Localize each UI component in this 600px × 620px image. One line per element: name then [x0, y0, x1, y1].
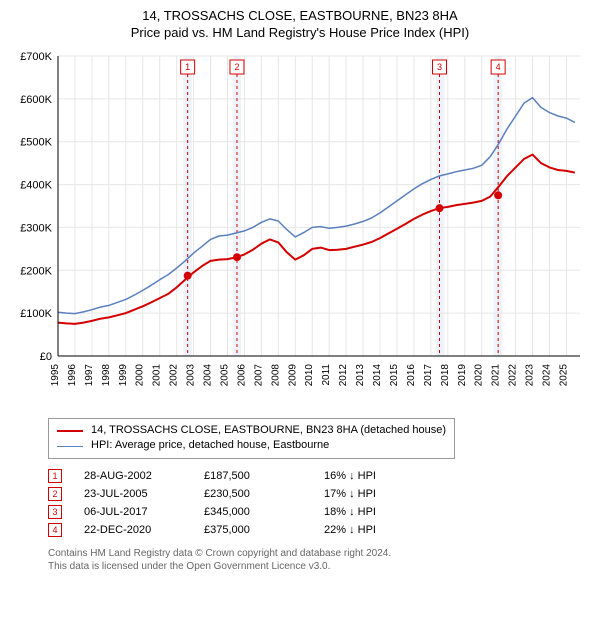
price-chart: £0 £100K £200K £300K £400K £500K £600K £700K 199… [10, 46, 590, 406]
sale-row-4: 4 22-DEC-2020 £375,000 22% ↓ HPI [48, 523, 590, 537]
svg-text:2016: 2016 [406, 364, 417, 387]
footnote-line1: Contains HM Land Registry data © Crown c… [48, 547, 590, 560]
svg-text:2022: 2022 [508, 364, 519, 387]
svg-text:2010: 2010 [304, 364, 315, 387]
svg-text:2025: 2025 [558, 364, 569, 387]
sale-price-3: £345,000 [204, 506, 324, 518]
svg-text:£400K: £400K [20, 180, 52, 192]
svg-text:2003: 2003 [186, 364, 197, 387]
svg-text:£0: £0 [40, 351, 52, 363]
legend-item-hpi: HPI: Average price, detached house, East… [57, 438, 446, 453]
sale-delta-2: 17% ↓ HPI [324, 488, 444, 500]
svg-text:£700K: £700K [20, 51, 52, 63]
svg-text:2019: 2019 [457, 364, 468, 387]
sale-delta-3: 18% ↓ HPI [324, 506, 444, 518]
legend-label-hpi: HPI: Average price, detached house, East… [91, 438, 329, 453]
svg-text:2013: 2013 [355, 364, 366, 387]
legend-item-property: 14, TROSSACHS CLOSE, EASTBOURNE, BN23 8H… [57, 423, 446, 438]
svg-text:2006: 2006 [236, 364, 247, 387]
svg-text:2020: 2020 [474, 364, 485, 387]
svg-text:2004: 2004 [203, 364, 214, 387]
sale-marker-4: 4 [48, 523, 62, 537]
svg-text:2018: 2018 [440, 364, 451, 387]
svg-text:3: 3 [437, 62, 442, 72]
sale-date-4: 22-DEC-2020 [84, 524, 204, 536]
sale-price-4: £375,000 [204, 524, 324, 536]
sale-price-2: £230,500 [204, 488, 324, 500]
svg-text:£100K: £100K [20, 308, 52, 320]
svg-text:£600K: £600K [20, 94, 52, 106]
svg-text:2005: 2005 [219, 364, 230, 387]
svg-text:2023: 2023 [525, 364, 536, 387]
sales-table: 1 28-AUG-2002 £187,500 16% ↓ HPI 2 23-JU… [48, 469, 590, 537]
legend-swatch-property [57, 430, 83, 432]
sale-row-1: 1 28-AUG-2002 £187,500 16% ↓ HPI [48, 469, 590, 483]
legend: 14, TROSSACHS CLOSE, EASTBOURNE, BN23 8H… [48, 418, 455, 459]
svg-text:2017: 2017 [423, 364, 434, 387]
sale-date-3: 06-JUL-2017 [84, 506, 204, 518]
sale-date-1: 28-AUG-2002 [84, 470, 204, 482]
sale-marker-3: 3 [48, 505, 62, 519]
sale-marker-2: 2 [48, 487, 62, 501]
sale-delta-1: 16% ↓ HPI [324, 470, 444, 482]
svg-text:2014: 2014 [372, 364, 383, 387]
svg-text:1998: 1998 [101, 364, 112, 387]
sale-price-1: £187,500 [204, 470, 324, 482]
svg-text:2024: 2024 [541, 364, 552, 387]
sale-delta-4: 22% ↓ HPI [324, 524, 444, 536]
svg-text:1995: 1995 [50, 364, 61, 387]
svg-text:2007: 2007 [253, 364, 264, 387]
svg-text:2012: 2012 [338, 364, 349, 387]
footnote-line2: This data is licensed under the Open Gov… [48, 560, 590, 573]
svg-text:1999: 1999 [118, 364, 129, 387]
legend-swatch-hpi [57, 446, 83, 447]
sale-date-2: 23-JUL-2005 [84, 488, 204, 500]
svg-text:1: 1 [185, 62, 190, 72]
footnote: Contains HM Land Registry data © Crown c… [48, 547, 590, 573]
svg-text:£300K: £300K [20, 222, 52, 234]
legend-label-property: 14, TROSSACHS CLOSE, EASTBOURNE, BN23 8H… [91, 423, 446, 438]
svg-text:2008: 2008 [270, 364, 281, 387]
chart-title: 14, TROSSACHS CLOSE, EASTBOURNE, BN23 8H… [10, 8, 590, 40]
svg-text:1997: 1997 [84, 364, 95, 387]
svg-text:2021: 2021 [491, 364, 502, 387]
svg-text:2015: 2015 [389, 364, 400, 387]
sale-row-2: 2 23-JUL-2005 £230,500 17% ↓ HPI [48, 487, 590, 501]
sale-marker-1: 1 [48, 469, 62, 483]
svg-text:4: 4 [496, 62, 501, 72]
svg-text:£200K: £200K [20, 265, 52, 277]
title-subtitle: Price paid vs. HM Land Registry's House … [10, 25, 590, 40]
title-address: 14, TROSSACHS CLOSE, EASTBOURNE, BN23 8H… [10, 8, 590, 23]
svg-text:2: 2 [234, 62, 239, 72]
sale-row-3: 3 06-JUL-2017 £345,000 18% ↓ HPI [48, 505, 590, 519]
svg-text:1996: 1996 [67, 364, 78, 387]
svg-text:£500K: £500K [20, 137, 52, 149]
svg-text:2002: 2002 [169, 364, 180, 387]
svg-text:2011: 2011 [321, 364, 332, 386]
svg-text:2000: 2000 [135, 364, 146, 387]
svg-text:2001: 2001 [152, 364, 163, 387]
svg-text:2009: 2009 [287, 364, 298, 387]
